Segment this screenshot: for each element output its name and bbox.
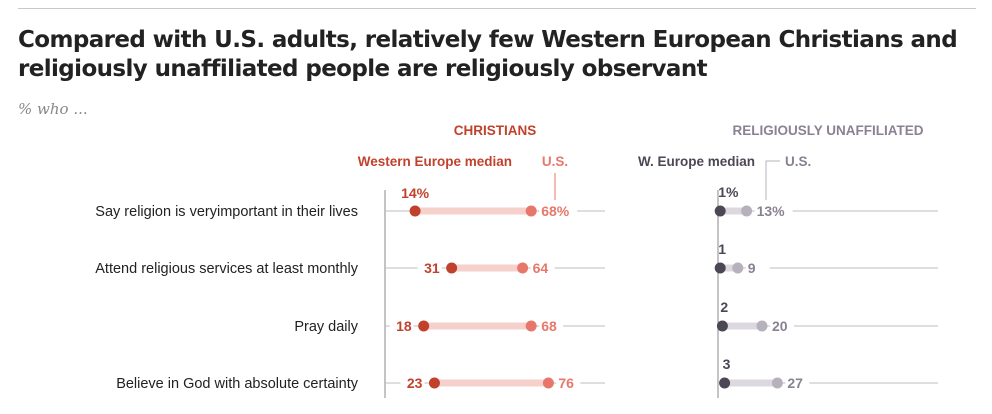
unaffiliated-europe-value: 3 xyxy=(723,356,731,372)
label-background xyxy=(389,317,414,335)
christians-us-value: 68% xyxy=(541,203,570,219)
top-rule xyxy=(18,8,976,9)
label-background xyxy=(539,317,564,335)
label-background xyxy=(785,374,810,392)
unaffiliated-us-dot xyxy=(732,262,744,274)
label-background xyxy=(754,202,793,220)
unaffiliated-europe-value: 1% xyxy=(718,184,739,200)
legend-unaffiliated-us-leader xyxy=(765,160,780,200)
christians-europe-value: 18 xyxy=(396,318,412,334)
christians-us-dot xyxy=(525,205,537,217)
category-label: Say religion is veryimportant in their l… xyxy=(95,204,358,220)
category-label: Believe in God with absolute certainty xyxy=(116,376,359,392)
label-background xyxy=(745,259,770,277)
christians-europe-dot xyxy=(446,262,458,274)
legend-unaffiliated-europe: W. Europe median xyxy=(638,154,755,169)
christians-europe-value: 14% xyxy=(401,185,430,201)
category-label: Attend religious services at least month… xyxy=(95,261,358,277)
unaffiliated-header: RELIGIOUSLY UNAFFILIATED xyxy=(732,123,923,138)
chart-title: Compared with U.S. adults, relatively fe… xyxy=(18,27,958,82)
christians-us-value: 64 xyxy=(533,260,549,276)
christians-europe-dot xyxy=(409,205,421,217)
unaffiliated-europe-dot xyxy=(716,320,728,332)
label-background xyxy=(539,202,578,220)
legend-christians-us: U.S. xyxy=(542,154,568,169)
christians-us-dot xyxy=(517,262,529,274)
unaffiliated-europe-dot xyxy=(714,205,726,217)
christians-europe-value: 31 xyxy=(424,260,440,276)
label-background xyxy=(770,317,794,335)
unaffiliated-europe-dot xyxy=(719,377,731,389)
christians-us-dot xyxy=(525,320,537,332)
unaffiliated-europe-dot xyxy=(714,262,726,274)
christians-us-value: 68 xyxy=(541,318,557,334)
label-background xyxy=(400,374,425,392)
unaffiliated-us-dot xyxy=(771,377,783,389)
category-label: Pray daily xyxy=(294,319,358,335)
unaffiliated-us-value: 9 xyxy=(748,260,756,276)
christians-us-value: 76 xyxy=(558,375,574,391)
unaffiliated-us-value: 20 xyxy=(772,318,788,334)
legend-christians-europe: Western Europe median xyxy=(358,154,512,169)
label-background xyxy=(530,259,555,277)
unaffiliated-us-dot xyxy=(741,205,753,217)
chart-subtitle: % who ... xyxy=(18,100,88,118)
unaffiliated-us-value: 13% xyxy=(757,203,786,219)
unaffiliated-us-dot xyxy=(756,320,768,332)
label-background xyxy=(398,186,433,202)
unaffiliated-us-value: 27 xyxy=(787,375,803,391)
unaffiliated-europe-value: 1 xyxy=(718,241,726,257)
unaffiliated-europe-value: 2 xyxy=(720,299,728,315)
christians-header: CHRISTIANS xyxy=(454,123,537,138)
label-background xyxy=(556,374,581,392)
christians-europe-value: 23 xyxy=(407,375,423,391)
label-background xyxy=(417,259,442,277)
legend-unaffiliated-us: U.S. xyxy=(785,154,811,169)
christians-europe-dot xyxy=(428,377,440,389)
christians-us-dot xyxy=(542,377,554,389)
christians-europe-dot xyxy=(418,320,430,332)
